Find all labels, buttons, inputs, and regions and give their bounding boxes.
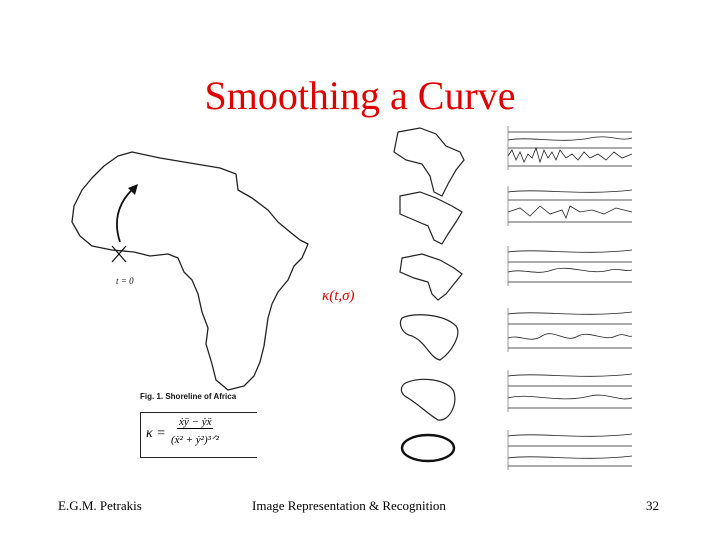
formula-denominator: (ẋ² + ẏ²)³ᐟ² [171, 434, 219, 446]
slide-title: Smoothing a Curve [204, 73, 516, 118]
kappa-label: κ(t,σ) [322, 288, 355, 304]
smoothed-shape-1 [393, 127, 465, 197]
t-zero-label: t = 0 [116, 276, 134, 286]
start-tick-2 [111, 245, 127, 263]
smoothed-shape-6 [400, 433, 456, 463]
smoothed-shape-2 [399, 191, 463, 245]
smoothed-shape-4 [399, 314, 459, 361]
curvature-formula: κ = ẋÿ − ẏẍ (ẋ² + ẏ²)³ᐟ² [140, 412, 257, 458]
curvature-panel-3 [507, 249, 633, 283]
figure-caption: Fig. 1. Shoreline of Africa [140, 392, 237, 401]
curvature-panel-2 [507, 189, 633, 223]
curvature-panel-4 [507, 311, 633, 349]
curvature-panel-1 [507, 131, 633, 167]
curvature-panel-5 [507, 373, 633, 409]
arrow-head [128, 184, 138, 195]
smoothed-shape-3 [399, 253, 463, 301]
smoothed-shape-5 [400, 378, 456, 421]
africa-shoreline [71, 151, 309, 391]
arrow-icon [116, 187, 135, 243]
footer-course: Image Representation & Recognition [252, 498, 446, 513]
footer-author: E.G.M. Petrakis [58, 498, 142, 513]
curvature-panel-6 [507, 433, 633, 467]
footer-page-number: 32 [646, 498, 659, 513]
formula-kappa: κ = [146, 426, 166, 441]
formula-numerator: ẋÿ − ẏẍ [177, 416, 214, 429]
